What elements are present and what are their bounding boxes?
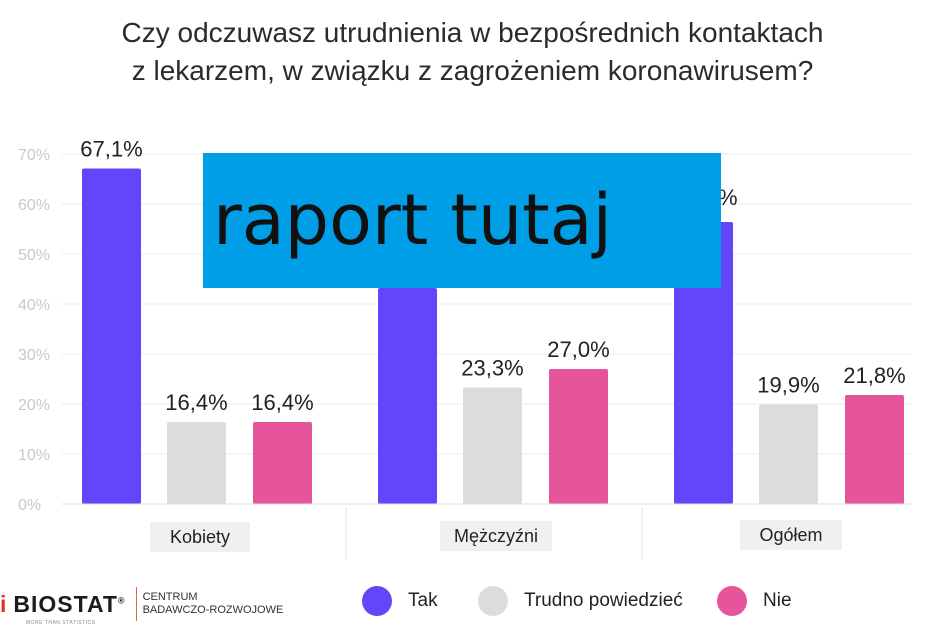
category-label: Mężczyźni bbox=[440, 521, 552, 551]
y-axis-ticks: 0% 10% 20% 30% 40% 50% 60% 70% bbox=[18, 147, 50, 514]
bar bbox=[463, 387, 522, 504]
data-label: 27,0% bbox=[547, 337, 609, 362]
y-tick-label: 20% bbox=[18, 397, 50, 414]
legend-item-tak: Tak bbox=[362, 585, 438, 617]
chart-title: Czy odczuwasz utrudnienia w bezpośrednic… bbox=[0, 14, 945, 90]
bar bbox=[378, 288, 437, 504]
logo-organization: CENTRUM BADAWCZO-ROZWOJOWE bbox=[142, 591, 284, 616]
y-tick-label: 40% bbox=[18, 297, 50, 314]
bar bbox=[759, 404, 818, 504]
data-label: 21,8% bbox=[843, 363, 905, 388]
chart-title-line-2: z lekarzem, w związku z zagrożeniem koro… bbox=[131, 55, 814, 86]
legend-item-nie: Nie bbox=[717, 585, 792, 617]
chart-bars bbox=[82, 168, 904, 504]
bar bbox=[674, 222, 733, 504]
report-overlay-banner[interactable]: raport tutaj bbox=[203, 153, 721, 288]
category-label: Kobiety bbox=[150, 522, 250, 552]
y-tick-label: 70% bbox=[18, 147, 50, 164]
legend-swatch-nie bbox=[717, 586, 747, 616]
logo-divider bbox=[135, 587, 137, 621]
category-label: Ogółem bbox=[740, 520, 842, 550]
bar bbox=[82, 168, 141, 504]
data-label: 16,4% bbox=[251, 390, 313, 415]
category-separators bbox=[62, 503, 912, 560]
data-label: 23,3% bbox=[461, 356, 523, 381]
y-tick-label: 50% bbox=[18, 247, 50, 264]
y-tick-label: 30% bbox=[18, 347, 50, 364]
bar bbox=[253, 422, 312, 504]
chart-title-line-1: Czy odczuwasz utrudnienia w bezpośrednic… bbox=[121, 17, 824, 48]
data-label: 67,1% bbox=[80, 137, 142, 162]
logo-wordmark: i BIOSTAT® bbox=[0, 590, 126, 617]
y-tick-label: 10% bbox=[18, 447, 50, 464]
legend-label-trudno: Trudno powiedzieć bbox=[524, 590, 683, 611]
biostat-logo: i BIOSTAT® MORE THAN STATISTICS CENTRUM B… bbox=[0, 584, 284, 626]
data-label: 16,4% bbox=[165, 390, 227, 415]
legend-item-trudno: Trudno powiedzieć bbox=[478, 585, 683, 617]
legend-swatch-trudno bbox=[478, 586, 508, 616]
bar bbox=[167, 422, 226, 504]
y-tick-label: 60% bbox=[18, 197, 50, 214]
data-label: 19,9% bbox=[757, 373, 819, 398]
bar bbox=[549, 369, 608, 504]
data-labels: 67,1%% 16,4% 23,3% 19,9% 16,4% 27,0% 21,8% bbox=[80, 137, 905, 416]
data-label: % bbox=[718, 185, 738, 210]
legend-label-nie: Nie bbox=[763, 590, 792, 611]
legend-swatch-tak bbox=[362, 586, 392, 616]
bar bbox=[845, 395, 904, 504]
logo-tagline: MORE THAN STATISTICS bbox=[26, 619, 96, 626]
y-tick-label: 0% bbox=[18, 497, 41, 514]
legend-label-tak: Tak bbox=[408, 590, 438, 611]
